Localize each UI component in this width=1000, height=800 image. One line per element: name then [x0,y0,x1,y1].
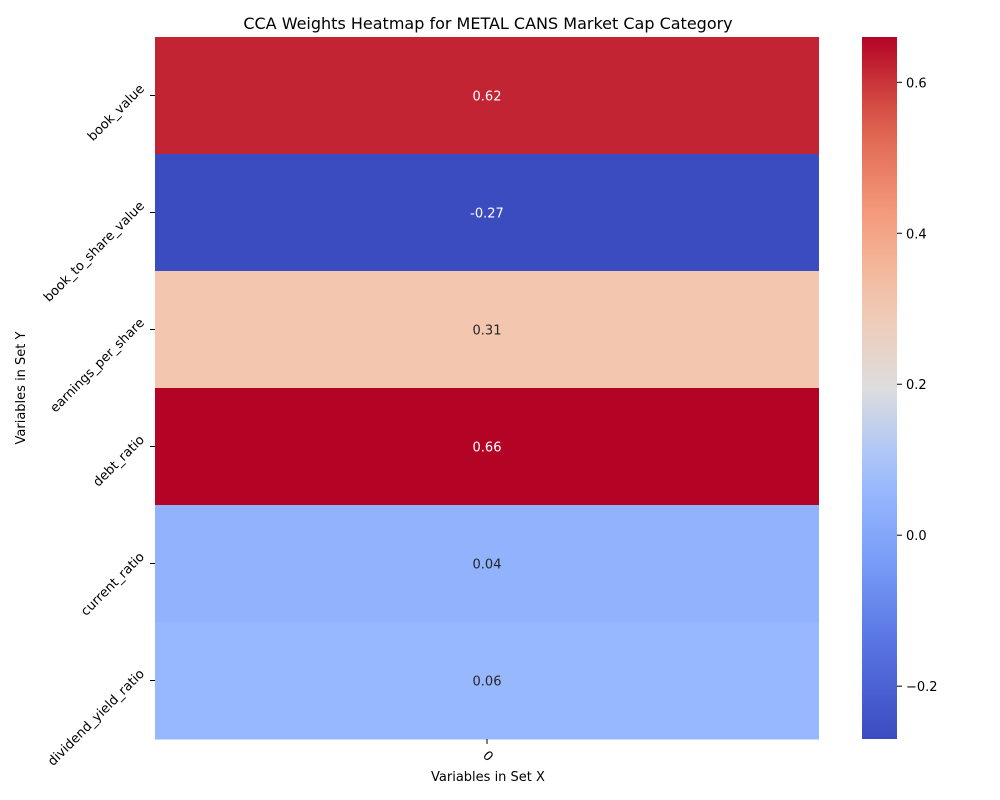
cell-value-label: 0.66 [473,441,502,456]
colorbar-tick-label: 0.4 [906,227,927,242]
heatmap-cells: 0.62 -0.27 0.31 0.66 0.04 0.06 [155,37,819,740]
x-axis-label: Variables in Set X [431,770,545,785]
heatmap-cell [155,154,819,272]
cell-value-label: -0.27 [470,207,504,222]
cell-value-label: 0.31 [473,324,502,339]
y-tick-label: book_to_share_value [41,199,148,306]
x-tick-label: 0 [479,748,495,764]
y-tick-label: dividend_yield_ratio [45,667,148,770]
cell-value-label: 0.06 [473,675,502,690]
y-tick-label: current_ratio [78,550,148,620]
colorbar-ticks: 0.6 0.4 0.2 0.0 −0.2 [897,76,938,695]
y-tick-label: book_value [85,82,148,145]
x-axis-ticks: 0 [479,739,496,765]
colorbar-tick-label: 0.6 [906,76,927,91]
colorbar-tick-label: −0.2 [906,680,938,695]
chart-title: CCA Weights Heatmap for METAL CANS Marke… [243,14,732,33]
colorbar [862,37,897,739]
cell-value-label: 0.62 [473,90,502,105]
y-tick-label: debt_ratio [90,433,147,490]
heatmap-cell [155,271,819,389]
y-axis-ticks: book_value book_to_share_valueearnings_pe… [41,82,155,770]
heatmap-cell [155,505,819,623]
y-axis-label: Variables in Set Y [14,331,29,444]
y-tick-label: earnings_per_share [48,316,148,416]
colorbar-tick-label: 0.2 [906,378,927,393]
colorbar-tick-label: 0.0 [906,529,927,544]
cell-value-label: 0.04 [473,558,502,573]
heatmap-cell [155,388,819,506]
heatmap-cell [155,37,819,155]
heatmap-cell [155,622,819,740]
